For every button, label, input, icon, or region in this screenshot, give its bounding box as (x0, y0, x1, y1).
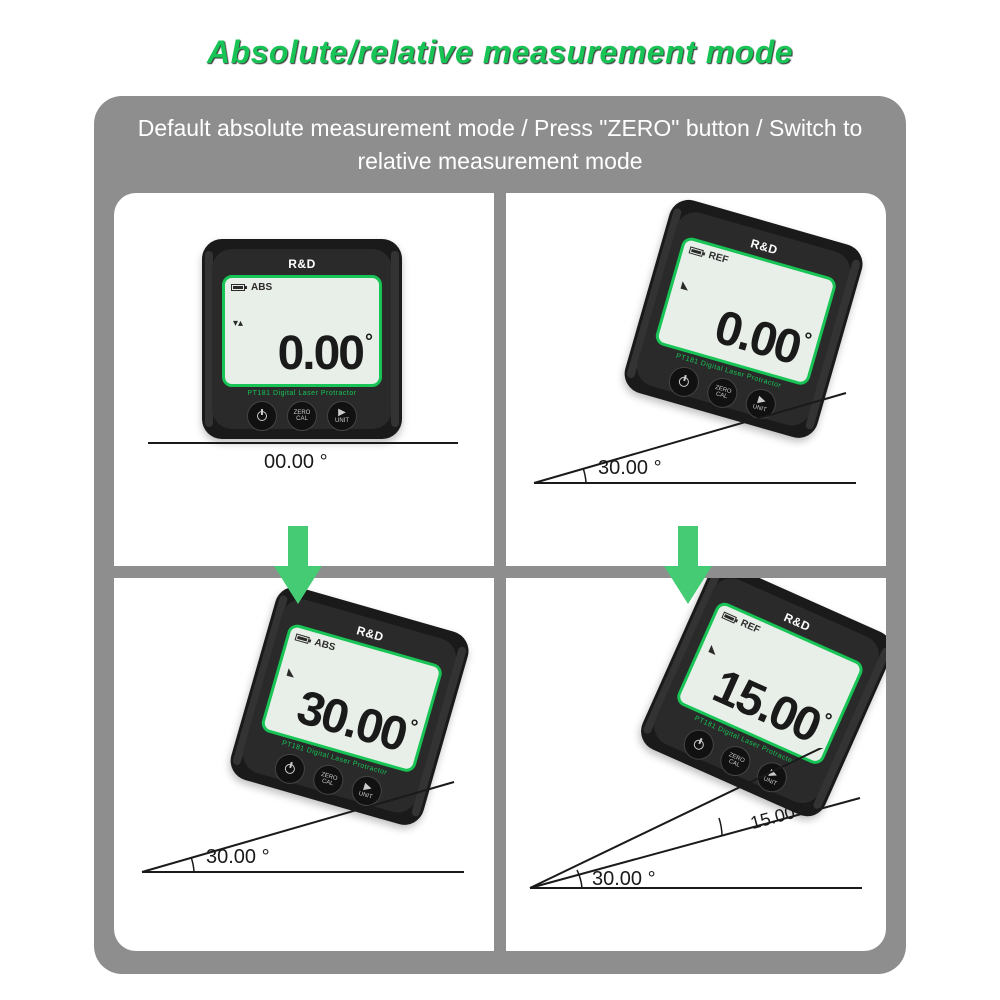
angle-label: 30.00 ° (206, 846, 270, 869)
angle-diagram (526, 383, 876, 503)
tilt-icon: ◣ (708, 643, 720, 656)
angle-label: 30.00 ° (598, 457, 662, 480)
panel-grid: R&D ABS ▾▴ 0.00° PT181 Digital Laser Pro… (114, 193, 886, 951)
page-title: Absolute/relative measurement mode (0, 0, 1000, 89)
tilt-icon: ▾▴ (233, 318, 243, 329)
arrow-down-icon (274, 526, 322, 604)
power-button[interactable] (247, 401, 277, 431)
battery-icon (231, 284, 245, 291)
mode-label: ABS (251, 282, 272, 293)
device-a: R&D ABS ▾▴ 0.00° PT181 Digital Laser Pro… (202, 239, 402, 439)
panel-abs-tilted: R&D ABS ◣ 30.00° PT181 Digital Laser Pro… (114, 578, 494, 951)
surface-line (148, 442, 458, 444)
tilt-icon: ◣ (680, 279, 690, 292)
angle-label: 00.00 ° (264, 451, 328, 474)
mode-label: REF (707, 250, 729, 266)
panel-ref-double: R&D REF ◣ 15.00° PT181 Digital Laser Pro… (506, 578, 886, 951)
mode-label: REF (739, 618, 762, 636)
lcd-screen: ABS ▾▴ 0.00° (222, 275, 382, 387)
subtitle: Default absolute measurement mode / Pres… (114, 112, 886, 193)
info-card: Default absolute measurement mode / Pres… (94, 96, 906, 974)
battery-icon (295, 633, 310, 644)
brand-logo: R&D (218, 255, 386, 271)
angle-diagram-double (522, 748, 882, 908)
mode-label: ABS (313, 637, 336, 653)
zero-button[interactable]: ZEROCAL (287, 401, 317, 431)
panel-abs-flat: R&D ABS ▾▴ 0.00° PT181 Digital Laser Pro… (114, 193, 494, 566)
model-label: PT181 Digital Laser Protractor (218, 390, 386, 397)
angle-label-lower: 30.00 ° (592, 868, 656, 891)
arrow-down-icon (664, 526, 712, 604)
panel-ref-tilted: R&D REF ◣ 0.00° PT181 Digital Laser Prot… (506, 193, 886, 566)
readout-value: 0.00° (253, 330, 371, 378)
button-row: ZEROCAL ▶UNIT (218, 401, 386, 431)
unit-button[interactable]: ▶UNIT (327, 401, 357, 431)
tilt-icon: ◣ (286, 666, 296, 679)
battery-icon (689, 246, 704, 257)
angle-diagram (134, 772, 484, 892)
battery-icon (721, 611, 737, 623)
